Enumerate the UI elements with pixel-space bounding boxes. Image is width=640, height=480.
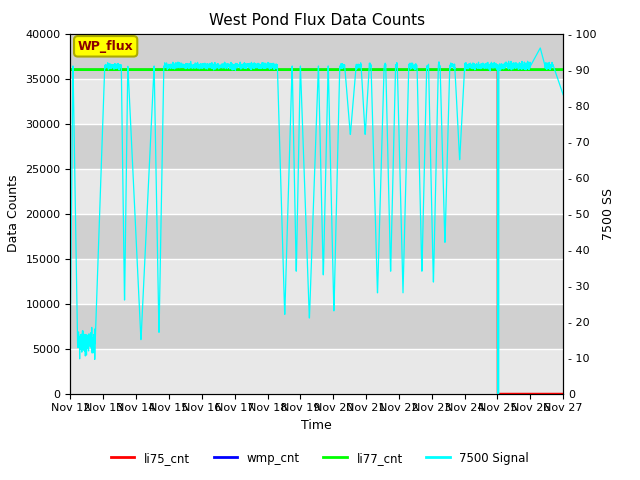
Bar [70, 259, 563, 303]
Title: West Pond Flux Data Counts: West Pond Flux Data Counts [209, 13, 425, 28]
Bar [70, 348, 563, 394]
Y-axis label: 7500 SS: 7500 SS [602, 188, 615, 240]
Y-axis label: Data Counts: Data Counts [7, 175, 20, 252]
X-axis label: Time: Time [301, 419, 332, 432]
Bar [70, 34, 563, 79]
Bar [70, 214, 563, 259]
Text: WP_flux: WP_flux [78, 40, 134, 53]
Bar [70, 168, 563, 214]
Bar [70, 123, 563, 168]
Legend: li75_cnt, wmp_cnt, li77_cnt, 7500 Signal: li75_cnt, wmp_cnt, li77_cnt, 7500 Signal [106, 447, 534, 469]
Bar [70, 303, 563, 348]
Bar [70, 79, 563, 123]
